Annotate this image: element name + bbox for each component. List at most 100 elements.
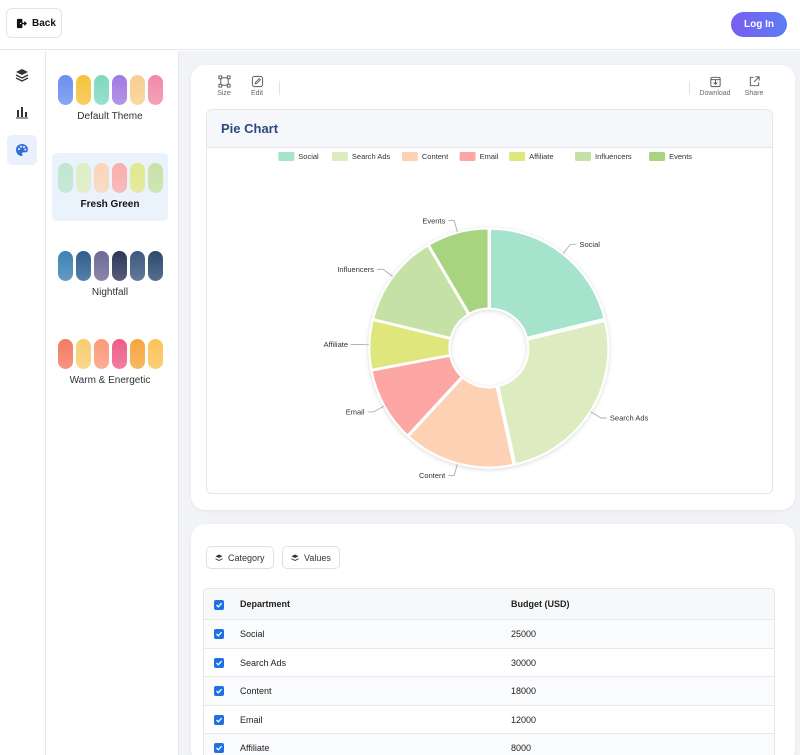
legend-item[interactable]: Affiliate xyxy=(509,152,554,161)
toolbar-divider xyxy=(279,81,280,95)
swatch xyxy=(94,251,109,281)
chart-box: Pie Chart Social Search Ads Content Email Af… xyxy=(206,109,773,494)
download-label: Download xyxy=(699,90,731,97)
pie-slice[interactable] xyxy=(497,319,610,466)
share-button[interactable]: Share xyxy=(736,75,772,97)
toolbar-divider xyxy=(689,81,690,95)
column-header: Department xyxy=(240,599,291,609)
download-button[interactable]: Download xyxy=(697,75,733,97)
back-button[interactable]: Back xyxy=(6,8,62,38)
theme-label: Fresh Green xyxy=(80,199,140,210)
values-button[interactable]: Values xyxy=(282,546,340,569)
table-header-row: Department Budget (USD) xyxy=(204,589,774,620)
edit-button[interactable]: Edit xyxy=(239,75,275,97)
row-checkbox[interactable] xyxy=(214,686,224,697)
row-checkbox[interactable] xyxy=(214,743,224,754)
check-icon xyxy=(216,717,223,723)
legend-swatch xyxy=(459,152,476,161)
login-button[interactable]: Log In xyxy=(731,12,787,37)
theme-fresh-green[interactable]: Fresh Green xyxy=(52,153,168,221)
table-cell[interactable]: 8000 xyxy=(511,743,532,754)
swatch xyxy=(148,163,163,193)
rail-theme-button[interactable] xyxy=(7,135,37,165)
legend-swatch xyxy=(509,152,526,161)
table-cell[interactable]: 18000 xyxy=(511,686,537,697)
table-cell[interactable]: Search Ads xyxy=(240,657,287,668)
row-checkbox[interactable] xyxy=(214,629,224,639)
slice-label: Events xyxy=(422,216,445,225)
swatch xyxy=(130,163,145,193)
layers-icon xyxy=(215,554,223,561)
top-bar: Back Log In xyxy=(0,0,800,50)
theme-panel: Default Theme Fresh Green Nightfall xyxy=(46,51,179,755)
check-icon xyxy=(216,602,223,608)
table-cell[interactable]: Social xyxy=(240,629,265,639)
table-cell[interactable]: 25000 xyxy=(511,629,537,639)
slice-label: Social xyxy=(580,240,601,249)
pie-slice[interactable] xyxy=(372,244,470,340)
legend-label: Affiliate xyxy=(529,152,553,161)
theme-swatches xyxy=(58,75,163,105)
legend-item[interactable]: Events xyxy=(649,152,692,161)
share-label: Share xyxy=(744,90,764,97)
share-icon xyxy=(749,76,760,87)
label-leader xyxy=(377,268,393,277)
category-button[interactable]: Category xyxy=(206,546,274,569)
slice-label: Affiliate xyxy=(324,340,348,349)
legend-swatch xyxy=(401,152,418,161)
swatch xyxy=(148,75,163,105)
table-cell[interactable]: 30000 xyxy=(511,657,537,668)
table-row: Search Ads 30000 xyxy=(204,649,774,678)
check-icon xyxy=(216,688,223,694)
legend-item[interactable]: Email xyxy=(459,152,499,161)
size-button[interactable]: Size xyxy=(206,75,242,97)
table-cell[interactable]: Email xyxy=(240,714,263,725)
rail-layers-button[interactable] xyxy=(7,60,37,90)
table-cell[interactable]: 12000 xyxy=(511,714,537,725)
row-checkbox[interactable] xyxy=(214,657,224,668)
row-checkbox[interactable] xyxy=(214,714,224,725)
legend-item[interactable]: Influencers xyxy=(575,152,632,161)
legend-item[interactable]: Search Ads xyxy=(331,152,391,161)
legend-swatch xyxy=(331,152,348,161)
legend-label: Email xyxy=(480,152,499,161)
values-label: Values xyxy=(304,552,331,563)
legend-item[interactable]: Content xyxy=(401,152,449,161)
pie-slice[interactable] xyxy=(407,376,515,469)
left-rail xyxy=(0,51,46,755)
theme-warm-energetic[interactable]: Warm & Energetic xyxy=(52,329,168,397)
table-cell[interactable]: Affiliate xyxy=(240,743,270,754)
swatch xyxy=(58,163,73,193)
table-cell[interactable]: Content xyxy=(240,686,272,697)
rail-chart-button[interactable] xyxy=(7,97,37,127)
theme-label: Nightfall xyxy=(91,287,129,298)
label-leader xyxy=(590,411,607,419)
pie-slice[interactable] xyxy=(488,227,606,339)
swatch xyxy=(112,339,127,369)
edit-icon xyxy=(251,75,263,88)
swatch xyxy=(130,75,145,105)
slice-label: Influencers xyxy=(337,265,374,274)
theme-swatches xyxy=(58,251,163,281)
theme-swatches xyxy=(58,163,163,193)
theme-label: Warm & Energetic xyxy=(69,375,151,386)
legend-item[interactable]: Social xyxy=(278,152,319,161)
select-all-checkbox[interactable] xyxy=(214,600,224,610)
slice-label: Search Ads xyxy=(610,414,649,423)
theme-default[interactable]: Default Theme xyxy=(52,65,168,133)
download-icon xyxy=(709,76,721,88)
swatch xyxy=(58,251,73,281)
chart-title: Pie Chart xyxy=(221,121,279,136)
swatch xyxy=(58,75,73,105)
slice-label: Email xyxy=(346,408,365,417)
check-icon xyxy=(216,660,223,666)
main-area: Size Edit Download Share xyxy=(179,51,800,755)
chart-card: Size Edit Download Share xyxy=(191,65,795,510)
legend-label: Influencers xyxy=(595,152,632,161)
swatch xyxy=(76,75,91,105)
label-leader xyxy=(448,220,458,233)
theme-nightfall[interactable]: Nightfall xyxy=(52,241,168,309)
pie-slice[interactable] xyxy=(427,227,490,315)
check-icon xyxy=(216,631,223,637)
swatch xyxy=(94,339,109,369)
